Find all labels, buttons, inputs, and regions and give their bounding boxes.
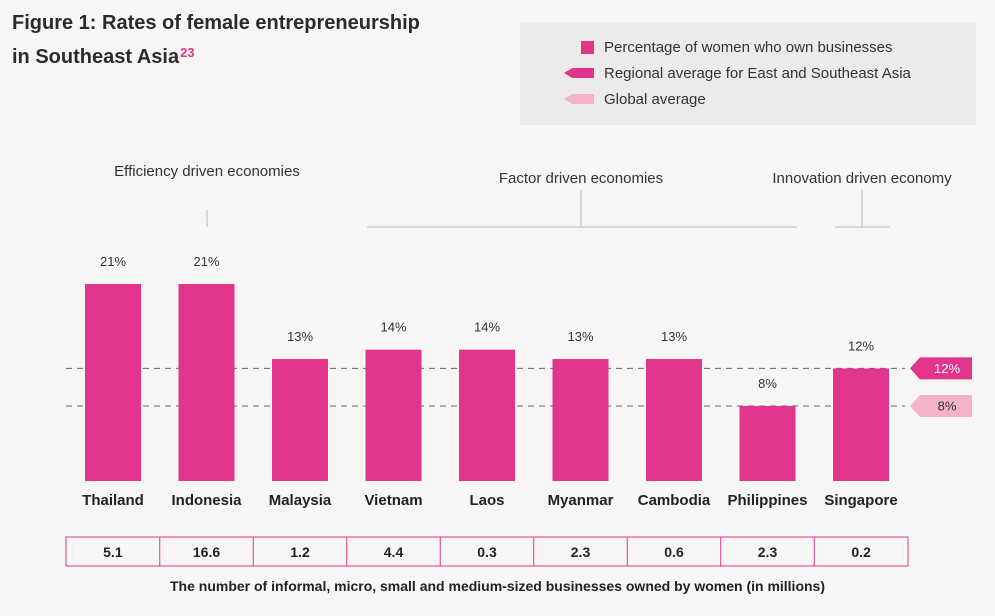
category-label: Vietnam <box>364 492 422 509</box>
group-label: Factor driven economies <box>499 170 663 187</box>
bar-value-label: 8% <box>758 376 777 391</box>
table-cell-value: 5.1 <box>103 544 123 560</box>
category-label: Malaysia <box>269 492 332 509</box>
category-label: Indonesia <box>171 492 242 509</box>
table-cell-value: 4.4 <box>384 544 404 560</box>
category-label: Myanmar <box>548 492 614 509</box>
reference-tag-regional <box>910 357 972 380</box>
bar-indonesia <box>178 284 235 481</box>
table-cell-value: 0.2 <box>851 544 871 560</box>
bar-value-label: 21% <box>100 254 126 269</box>
category-label: Laos <box>469 492 504 509</box>
table-cell-value: 0.6 <box>664 544 684 560</box>
legend-label-regional: Regional average for East and Southeast … <box>604 64 911 82</box>
category-label: Philippines <box>727 492 807 509</box>
bar-value-label: 14% <box>474 320 500 335</box>
bar-value-label: 21% <box>193 254 219 269</box>
bar-cambodia <box>646 359 702 481</box>
reference-value-label: 8% <box>938 398 957 413</box>
title-footnote-ref: 23 <box>180 45 195 60</box>
bar-singapore <box>833 368 889 481</box>
bar-thailand <box>85 284 141 481</box>
legend-label-percentage: Percentage of women who own businesses <box>604 38 893 56</box>
table-cell-value: 0.3 <box>477 544 497 560</box>
title-line-2-text: in Southeast Asia <box>12 46 180 68</box>
legend-global-tag-icon <box>564 94 594 104</box>
bar-vietnam <box>365 349 422 481</box>
bar-philippines <box>739 405 796 481</box>
bar-value-label: 12% <box>848 338 874 353</box>
table-cell-value: 1.2 <box>290 544 310 560</box>
legend-item-regional: Regional average for East and Southeast … <box>520 60 976 86</box>
table-cell-value: 16.6 <box>193 544 220 560</box>
bar-value-label: 13% <box>287 329 313 344</box>
legend-label-global: Global average <box>604 90 706 108</box>
legend-square-icon <box>581 40 594 54</box>
bar-myanmar <box>552 359 609 481</box>
bar-value-label: 14% <box>380 320 406 335</box>
category-label: Cambodia <box>638 492 711 509</box>
table-caption: The number of informal, micro, small and… <box>170 578 825 594</box>
bar-value-label: 13% <box>661 329 687 344</box>
group-label: Innovation driven economy <box>772 170 952 187</box>
title-line-1: Figure 1: Rates of female entrepreneursh… <box>12 12 420 34</box>
table-cell-value: 2.3 <box>758 544 778 560</box>
chart-title: Figure 1: Rates of female entrepreneursh… <box>12 6 420 74</box>
bar-malaysia <box>272 359 328 481</box>
legend-item-global: Global average <box>520 86 976 112</box>
bar-value-label: 13% <box>567 329 593 344</box>
legend-item-percentage: Percentage of women who own businesses <box>520 34 976 60</box>
reference-tag-global <box>910 394 972 417</box>
table-cell-value: 2.3 <box>571 544 591 560</box>
category-label: Singapore <box>824 492 897 509</box>
bar-laos <box>459 349 515 481</box>
group-label: Efficiency driven economies <box>114 163 300 180</box>
legend-regional-tag-icon <box>564 68 594 78</box>
category-label: Thailand <box>82 492 144 509</box>
table-border <box>65 536 909 567</box>
title-line-2: in Southeast Asia23 <box>12 40 420 74</box>
reference-value-label: 12% <box>934 361 960 376</box>
legend: Percentage of women who own businesses R… <box>520 22 976 125</box>
